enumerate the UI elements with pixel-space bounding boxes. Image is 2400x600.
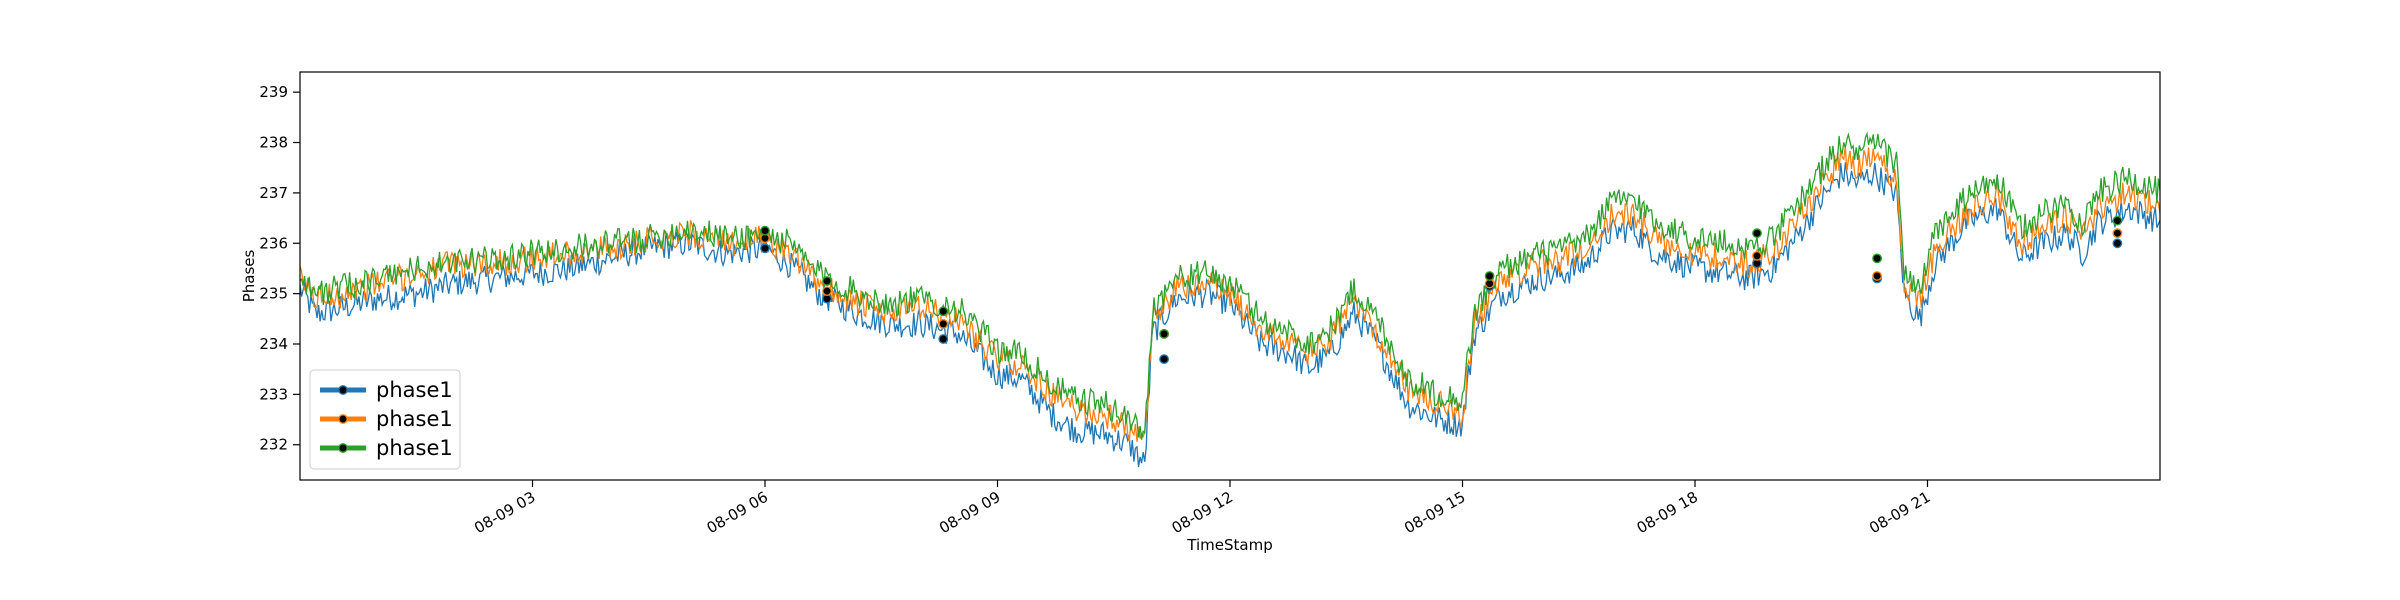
event-marker: [1872, 253, 1883, 264]
y-tick-label: 232: [259, 436, 288, 454]
legend-marker-1: [338, 385, 348, 395]
event-marker: [2112, 238, 2123, 249]
event-marker: [2112, 215, 2123, 226]
legend-box: [309, 369, 461, 470]
event-marker: [938, 318, 949, 329]
y-axis-label: Phases: [240, 250, 258, 303]
event-marker: [1752, 250, 1762, 261]
event-marker: [1752, 228, 1762, 239]
event-marker: [938, 306, 949, 317]
x-axis-label: TimeStamp: [1186, 536, 1272, 554]
y-tick-label: 233: [259, 385, 288, 403]
event-marker: [760, 225, 770, 236]
y-axis: 232 233 234 235 236 237 238 239: [259, 83, 300, 454]
y-tick-label: 237: [259, 184, 288, 202]
y-tick-label: 236: [259, 234, 288, 252]
legend-marker-2: [338, 414, 348, 424]
event-marker: [760, 243, 770, 254]
event-marker: [2112, 228, 2123, 239]
y-tick-label: 235: [259, 285, 288, 303]
event-marker: [1159, 354, 1170, 364]
legend-label-1: phase1: [376, 378, 453, 402]
event-marker: [1872, 271, 1883, 281]
event-marker: [1159, 328, 1170, 339]
y-tick-label: 234: [259, 335, 288, 353]
event-marker-layer: [760, 215, 2123, 364]
y-tick-label: 239: [259, 83, 288, 101]
event-marker: [822, 286, 832, 296]
series-line-3: [300, 131, 2160, 440]
event-marker: [822, 276, 832, 286]
series-layer: [300, 131, 2160, 468]
legend-label-2: phase1: [376, 407, 453, 431]
legend: phase1 phase1 phase1: [309, 369, 461, 470]
series-line-2: [300, 146, 2160, 442]
event-marker: [1484, 271, 1495, 281]
legend-marker-3: [338, 443, 348, 453]
legend-label-3: phase1: [376, 436, 453, 460]
event-marker: [938, 334, 949, 344]
y-tick-label: 238: [259, 134, 288, 152]
